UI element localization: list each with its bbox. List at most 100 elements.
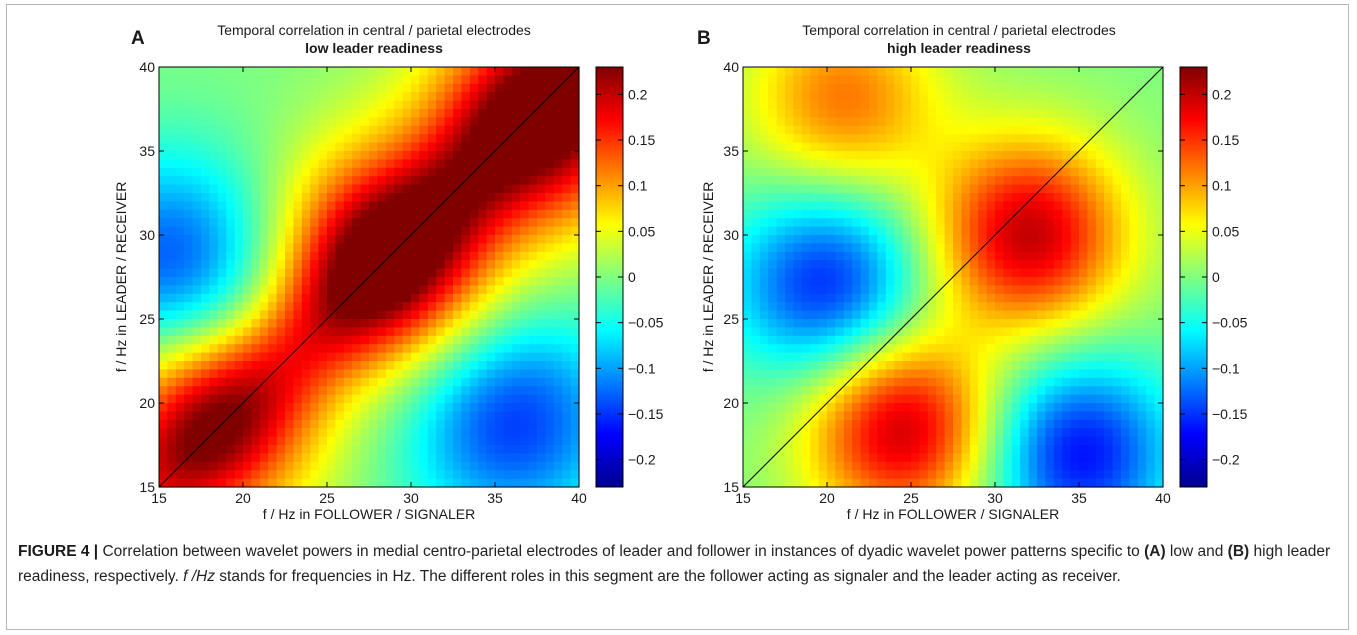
- heatmap-cell: [1037, 134, 1046, 144]
- heatmap-cell: [810, 142, 820, 152]
- heatmap-cell: [936, 327, 946, 337]
- heatmap-cell: [885, 142, 895, 152]
- heatmap-cell: [1020, 209, 1030, 219]
- heatmap-cell: [1045, 285, 1055, 295]
- heatmap-cell: [1045, 302, 1055, 312]
- heatmap-cell: [1079, 394, 1088, 404]
- heatmap-cell: [503, 167, 513, 177]
- heatmap-cell: [1070, 235, 1080, 244]
- heatmap-cell: [243, 100, 252, 110]
- heatmap-cell: [570, 125, 580, 135]
- heatmap-cell: [511, 453, 521, 463]
- heatmap-cell: [969, 134, 979, 144]
- heatmap-cell: [184, 344, 194, 354]
- heatmap-cell: [175, 193, 185, 202]
- heatmap-cell: [1028, 167, 1038, 177]
- heatmap-cell: [1003, 260, 1013, 270]
- heatmap-cell: [936, 243, 946, 253]
- heatmap-cell: [944, 470, 954, 480]
- heatmap-cell: [251, 319, 261, 328]
- heatmap-cell: [553, 75, 563, 85]
- heatmap-cell: [894, 159, 904, 169]
- heatmap-cell: [1121, 327, 1130, 337]
- heatmap-cell: [293, 176, 303, 186]
- heatmap-cell: [978, 75, 988, 85]
- heatmap-cell: [1104, 445, 1114, 454]
- heatmap-cell: [793, 478, 803, 488]
- heatmap-cell: [486, 335, 496, 345]
- heatmap-cell: [1045, 251, 1055, 261]
- heatmap-cell: [537, 386, 546, 396]
- heatmap-cell: [159, 260, 168, 270]
- heatmap-cell: [268, 403, 278, 412]
- heatmap-cell: [377, 436, 387, 446]
- heatmap-cell: [335, 361, 345, 370]
- heatmap-cell: [1104, 260, 1114, 270]
- heatmap-cell: [276, 142, 286, 152]
- heatmap-cell: [293, 310, 303, 320]
- heatmap-cell: [553, 176, 563, 186]
- heatmap-cell: [478, 167, 488, 177]
- heatmap-cell: [944, 344, 954, 354]
- heatmap-cell: [276, 285, 286, 295]
- heatmap-cell: [259, 176, 269, 186]
- heatmap-cell: [192, 83, 202, 93]
- heatmap-cell: [1062, 243, 1072, 253]
- heatmap-cell: [251, 411, 261, 421]
- heatmap-cell: [986, 344, 996, 354]
- heatmap-cell: [310, 386, 320, 396]
- heatmap-cell: [1070, 352, 1080, 362]
- heatmap-cell: [953, 184, 962, 194]
- heatmap-cell: [293, 142, 303, 152]
- heatmap-cell: [310, 369, 320, 379]
- heatmap-cell: [835, 251, 845, 261]
- heatmap-cell: [360, 453, 370, 463]
- heatmap-cell: [268, 445, 278, 454]
- heatmap-cell: [520, 470, 530, 480]
- heatmap-cell: [1146, 159, 1156, 169]
- heatmap-cell: [343, 218, 353, 228]
- heatmap-cell: [377, 83, 387, 93]
- heatmap-cell: [167, 386, 177, 396]
- heatmap-cell: [995, 193, 1004, 202]
- heatmap-cell: [352, 453, 362, 463]
- heatmap-cell: [902, 335, 912, 345]
- heatmap-cell: [343, 478, 353, 488]
- heatmap-cell: [394, 319, 404, 328]
- heatmap-cell: [894, 167, 904, 177]
- heatmap-cell: [495, 285, 504, 295]
- heatmap-cell: [159, 344, 168, 354]
- heatmap-cell: [444, 453, 454, 463]
- heatmap-cell: [919, 243, 929, 253]
- heatmap-cell: [411, 167, 420, 177]
- heatmap-cell: [385, 445, 395, 454]
- heatmap-cell: [402, 293, 412, 303]
- heatmap-cell: [310, 209, 320, 219]
- heatmap-cell: [352, 176, 362, 186]
- heatmap-cell: [175, 117, 185, 127]
- heatmap-cell: [743, 428, 752, 438]
- heatmap-cell: [175, 453, 185, 463]
- heatmap-cell: [226, 201, 236, 211]
- heatmap-cell: [469, 277, 479, 286]
- heatmap-cell: [969, 184, 979, 194]
- heatmap-cell: [776, 83, 786, 93]
- heatmap-cell: [192, 75, 202, 85]
- heatmap-cell: [877, 167, 887, 177]
- heatmap-cell: [570, 302, 580, 312]
- heatmap-cell: [503, 285, 513, 295]
- heatmap-cell: [444, 75, 454, 85]
- heatmap-cell: [234, 176, 244, 186]
- heatmap-cell: [520, 335, 530, 345]
- heatmap-cell: [478, 445, 488, 454]
- heatmap-cell: [944, 193, 954, 202]
- heatmap-cell: [285, 277, 294, 286]
- heatmap-cell: [1011, 403, 1021, 412]
- heatmap-cell: [528, 67, 538, 76]
- heatmap-cell: [1104, 377, 1114, 387]
- heatmap-cell: [869, 201, 878, 211]
- heatmap-cell: [570, 445, 580, 454]
- heatmap-cell: [785, 335, 794, 345]
- heatmap-cell: [1020, 419, 1030, 429]
- heatmap-cell: [810, 151, 820, 160]
